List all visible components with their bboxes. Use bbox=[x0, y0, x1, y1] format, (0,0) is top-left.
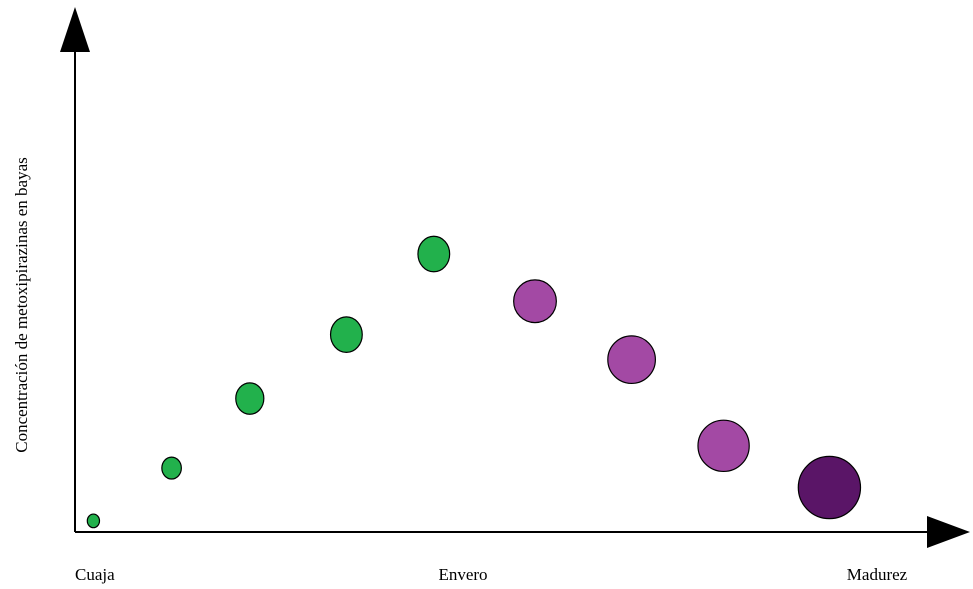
data-point-9 bbox=[797, 455, 862, 520]
x-tick-label-madurez: Madurez bbox=[847, 565, 908, 584]
data-point-5 bbox=[417, 235, 451, 273]
data-points bbox=[86, 235, 862, 529]
axes bbox=[60, 7, 970, 548]
data-point-2 bbox=[161, 456, 182, 480]
data-point-6 bbox=[513, 279, 557, 324]
y-axis-arrow bbox=[60, 7, 90, 52]
x-tick-labels: Cuaja Envero Madurez bbox=[75, 565, 908, 584]
x-tick-label-cuaja: Cuaja bbox=[75, 565, 115, 584]
data-point-7 bbox=[607, 335, 656, 385]
x-axis-arrow bbox=[927, 516, 970, 548]
y-axis-label: Concentración de metoxipirazinas en baya… bbox=[12, 157, 31, 453]
data-point-8 bbox=[697, 419, 750, 473]
data-point-3 bbox=[235, 382, 265, 415]
data-point-1 bbox=[86, 513, 101, 529]
x-tick-label-envero: Envero bbox=[438, 565, 487, 584]
data-point-4 bbox=[329, 316, 363, 353]
